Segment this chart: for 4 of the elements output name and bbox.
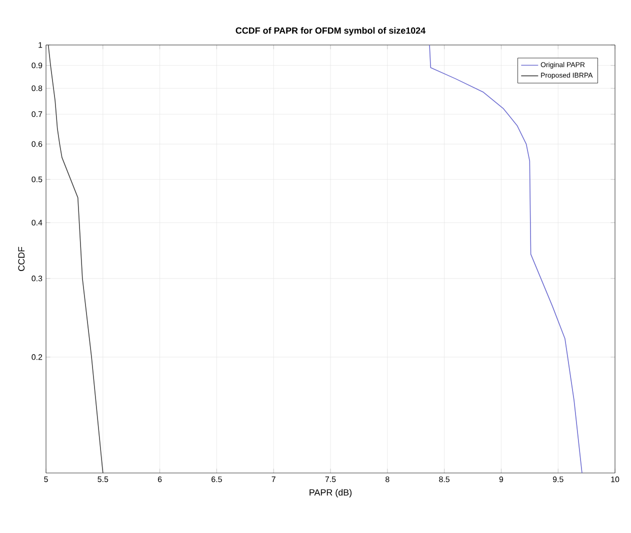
line-series <box>48 44 104 473</box>
chart-title: CCDF of PAPR for OFDM symbol of size1024 <box>236 27 426 36</box>
x-axis-title: PAPR (dB) <box>310 488 352 498</box>
y-axis-title: CCDF <box>18 246 25 271</box>
